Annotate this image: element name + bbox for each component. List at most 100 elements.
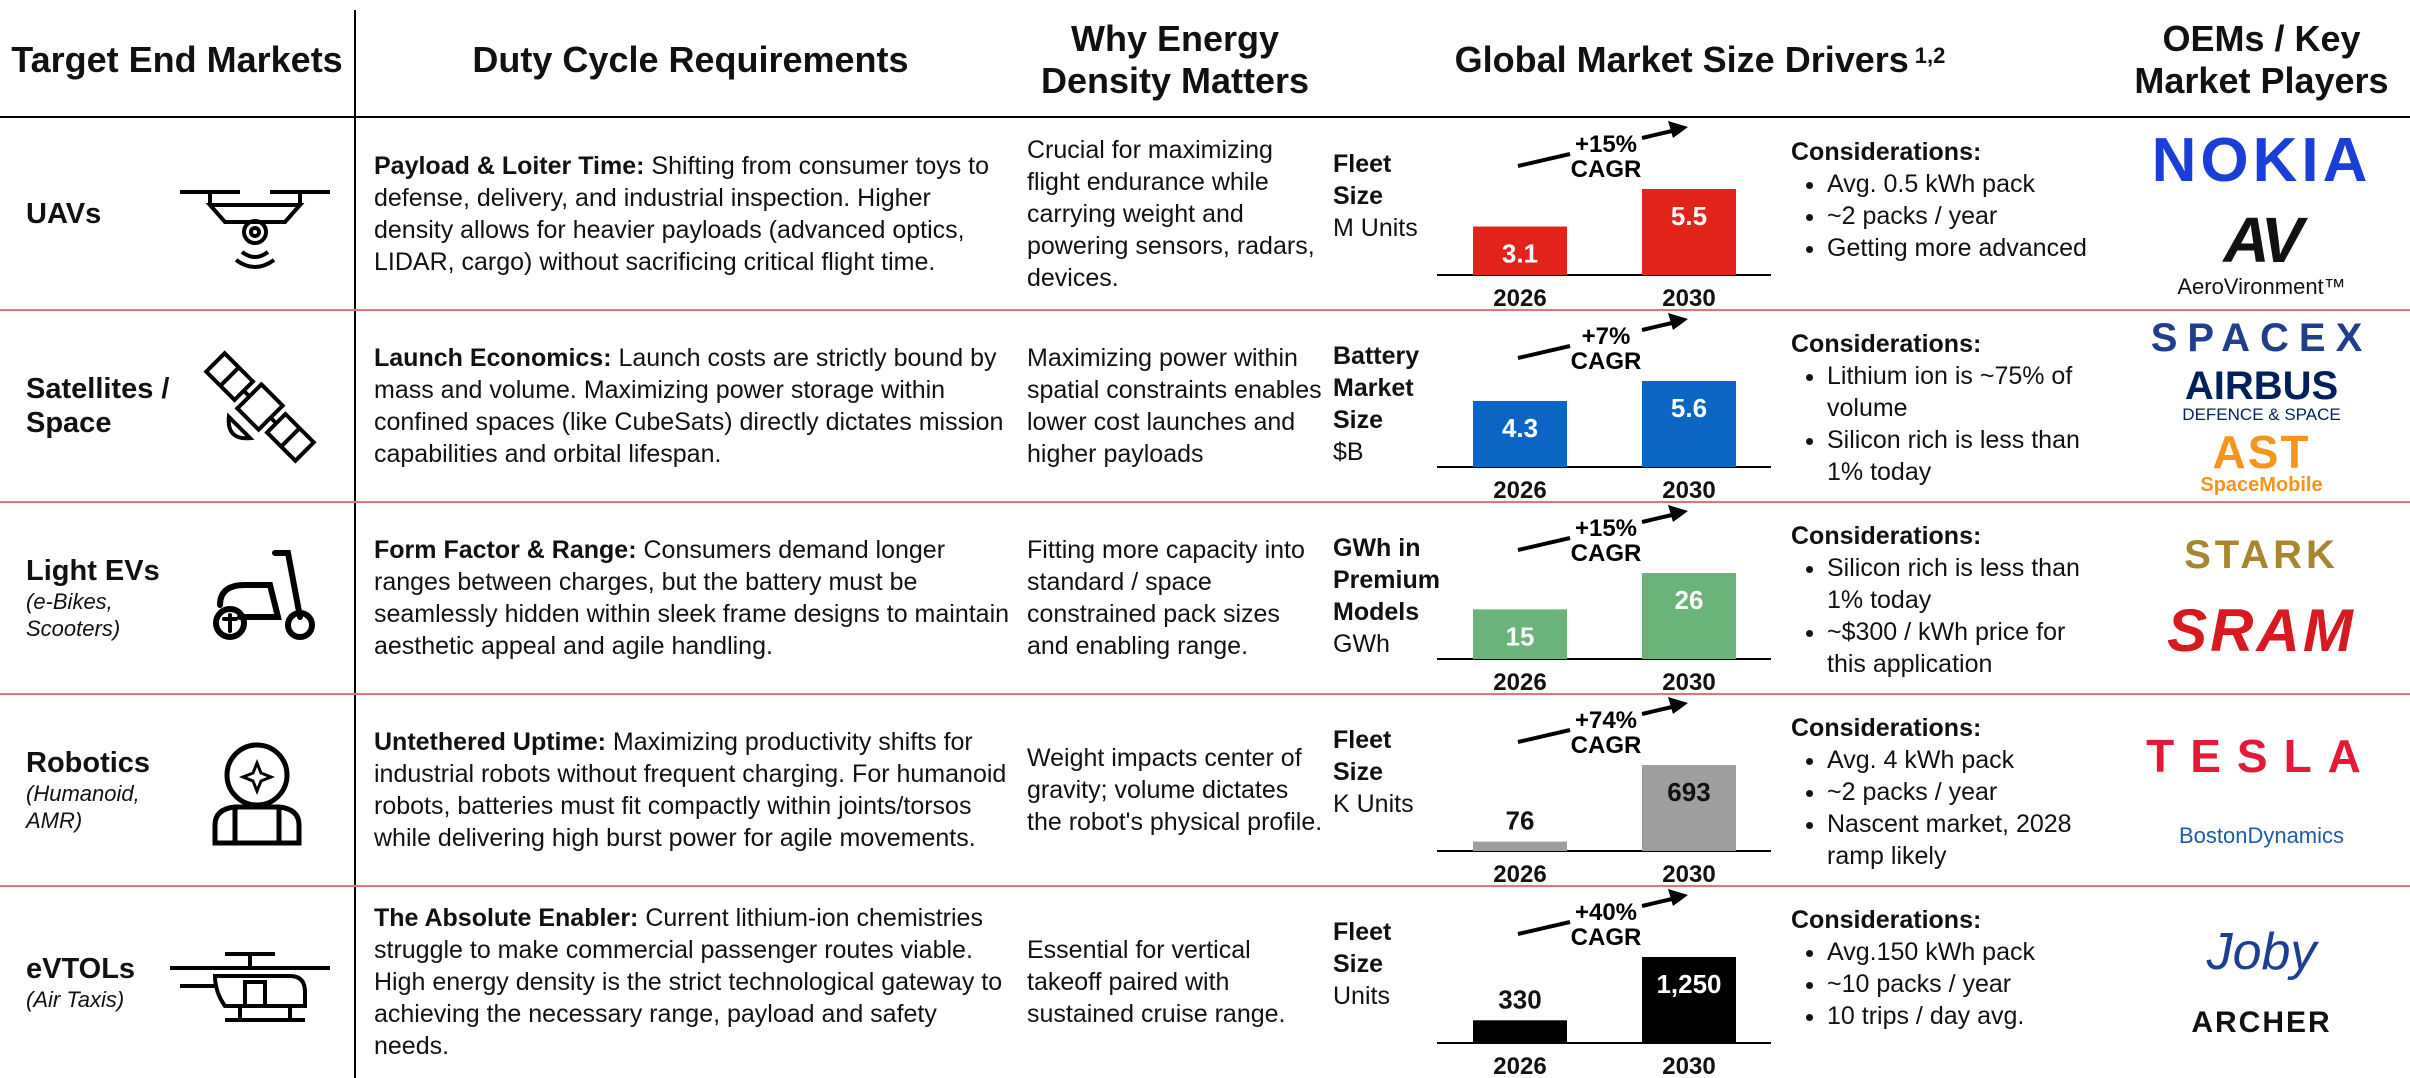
- metric-line: Market: [1333, 374, 1414, 402]
- metric-line: Models: [1333, 598, 1420, 626]
- metric-line: Battery: [1333, 342, 1420, 370]
- bar: [1642, 957, 1736, 1043]
- consideration: Lithium ion is ~75% of volume: [1827, 360, 2111, 424]
- cagr-arrow: [1517, 512, 1677, 552]
- year-label: 2030: [1662, 285, 1715, 310]
- year-label: 2030: [1662, 477, 1715, 502]
- metric-line: Fleet: [1333, 150, 1392, 178]
- duty: Launch Economics: Launch costs are stric…: [374, 310, 1014, 502]
- considerations-list: Avg. 0.5 kWh pack~2 packs / yearGetting …: [1791, 168, 2111, 264]
- bar-label: 330: [1498, 984, 1541, 1014]
- considerations: Considerations:Avg. 4 kWh pack~2 packs /…: [1791, 712, 2111, 872]
- metric-unit: Units: [1333, 982, 1390, 1010]
- player-logo: Joby: [2206, 923, 2317, 981]
- row-divider: [0, 501, 2410, 503]
- player-logo: SRAM: [2167, 597, 2356, 664]
- metric-unit: $B: [1333, 438, 1364, 466]
- cagr-label: CAGR: [1571, 540, 1642, 567]
- header-rule: [0, 116, 2410, 118]
- metric: Fleet Size K Units: [1333, 724, 1414, 820]
- duty-title: The Absolute Enabler:: [374, 904, 639, 932]
- cagr-arrow: [1517, 896, 1677, 936]
- considerations: Considerations:Avg.150 kWh pack~10 packs…: [1791, 904, 2111, 1032]
- bar: [1642, 189, 1736, 275]
- bar: [1642, 573, 1736, 659]
- duty-body: The Absolute Enabler: Current lithium-io…: [374, 902, 1014, 1062]
- row: Satellites / Space Launch Economics: Laun…: [0, 310, 2410, 502]
- market-name: Light EVs: [26, 555, 160, 587]
- market: Robotics (Humanoid, AMR): [26, 694, 196, 886]
- icon-evtol: [170, 952, 330, 1022]
- metric-line: Size: [1333, 950, 1384, 978]
- metric-line: Size: [1333, 758, 1384, 786]
- bar-label: 26: [1675, 585, 1704, 615]
- duty-title: Launch Economics:: [374, 344, 612, 372]
- why-text: Crucial for maximizing flight endurance …: [1027, 136, 1315, 292]
- why: Maximizing power within spatial constrai…: [1027, 310, 1327, 502]
- metric: GWh in Premium Models GWh: [1333, 532, 1440, 660]
- year-label: 2030: [1662, 1053, 1715, 1078]
- duty: The Absolute Enabler: Current lithium-io…: [374, 886, 1014, 1078]
- market-sub: (Air Taxis): [26, 986, 125, 1012]
- icon-satellite: [203, 350, 317, 464]
- row: UAVs Payload & Loiter Time: Shifting from…: [0, 118, 2410, 310]
- why-text: Fitting more capacity into standard / sp…: [1027, 536, 1305, 660]
- players: Joby ARCHER: [2113, 886, 2410, 1078]
- player-logo: AeroVironment™: [2177, 274, 2346, 299]
- metric: Battery Market Size $B: [1333, 340, 1419, 468]
- player-logo: AIRBUS: [2184, 363, 2339, 408]
- year-label: 2030: [1662, 861, 1715, 886]
- duty: Untethered Uptime: Maximizing productivi…: [374, 694, 1014, 886]
- duty-title: Payload & Loiter Time:: [374, 152, 645, 180]
- duty-text: Shifting from consumer toys to defense, …: [374, 152, 990, 276]
- bar-label: 1,250: [1656, 969, 1721, 999]
- bar: [1642, 381, 1736, 467]
- icon-robot: [212, 742, 302, 846]
- considerations-title: Considerations:: [1791, 138, 1982, 166]
- bar-label: 693: [1667, 777, 1710, 807]
- metric-line: Premium: [1333, 566, 1440, 594]
- metric-unit: M Units: [1333, 214, 1418, 242]
- player-logo: STARK: [2184, 533, 2339, 577]
- bar-label: 3.1: [1502, 239, 1538, 269]
- cagr-value: +15%: [1575, 515, 1637, 542]
- market: Light EVs (e-Bikes, Scooters): [26, 502, 196, 694]
- market-sub: (Humanoid, AMR): [26, 781, 140, 833]
- cagr-value: +15%: [1575, 131, 1637, 158]
- year-label: 2030: [1662, 669, 1715, 694]
- metric-unit: GWh: [1333, 630, 1390, 658]
- row-divider: [0, 309, 2410, 311]
- consideration: Avg. 4 kWh pack: [1827, 744, 2111, 776]
- cagr-arrow: [1517, 704, 1677, 744]
- player-logo: AV: [2223, 204, 2303, 276]
- year-label: 2026: [1493, 861, 1546, 886]
- market-name: Satellites / Space: [26, 373, 170, 439]
- duty-text: Current lithium-ion chemistries struggle…: [374, 904, 1003, 1060]
- market-sub: (e-Bikes, Scooters): [26, 589, 121, 641]
- cagr-arrowhead: [1668, 121, 1688, 138]
- duty-title: Untethered Uptime:: [374, 728, 606, 756]
- cagr-arrowhead: [1668, 505, 1688, 522]
- cagr-label: CAGR: [1571, 732, 1642, 759]
- row-divider: [0, 885, 2410, 887]
- players: SPACEX AIRBUS DEFENCE & SPACE AST SpaceMobil…: [2113, 310, 2410, 502]
- consideration: 10 trips / day avg.: [1827, 1000, 2111, 1032]
- row: Light EVs (e-Bikes, Scooters) Form Factor …: [0, 502, 2410, 694]
- player-logo: SPACEX: [2150, 315, 2373, 360]
- market-name: eVTOLs: [26, 952, 136, 985]
- duty-body: Payload & Loiter Time: Shifting from con…: [374, 150, 1014, 278]
- considerations: Considerations:Lithium ion is ~75% of vo…: [1791, 328, 2111, 488]
- header-drivers: Global Market Size Drivers 1,2: [1380, 8, 2020, 112]
- mini-chart: 3.1 2026 5.5 2030 +15%CAGR: [1437, 121, 1771, 310]
- consideration: Getting more advanced: [1827, 232, 2111, 264]
- metric-line: GWh in: [1333, 534, 1421, 562]
- market: UAVs: [26, 118, 196, 310]
- metric: Fleet Size M Units: [1333, 148, 1418, 244]
- consideration: ~2 packs / year: [1827, 776, 2111, 808]
- consideration: ~2 packs / year: [1827, 200, 2111, 232]
- cagr-arrow: [1517, 128, 1677, 168]
- metric-line: Fleet: [1333, 918, 1392, 946]
- year-label: 2026: [1493, 1053, 1546, 1078]
- duty: Payload & Loiter Time: Shifting from con…: [374, 118, 1014, 310]
